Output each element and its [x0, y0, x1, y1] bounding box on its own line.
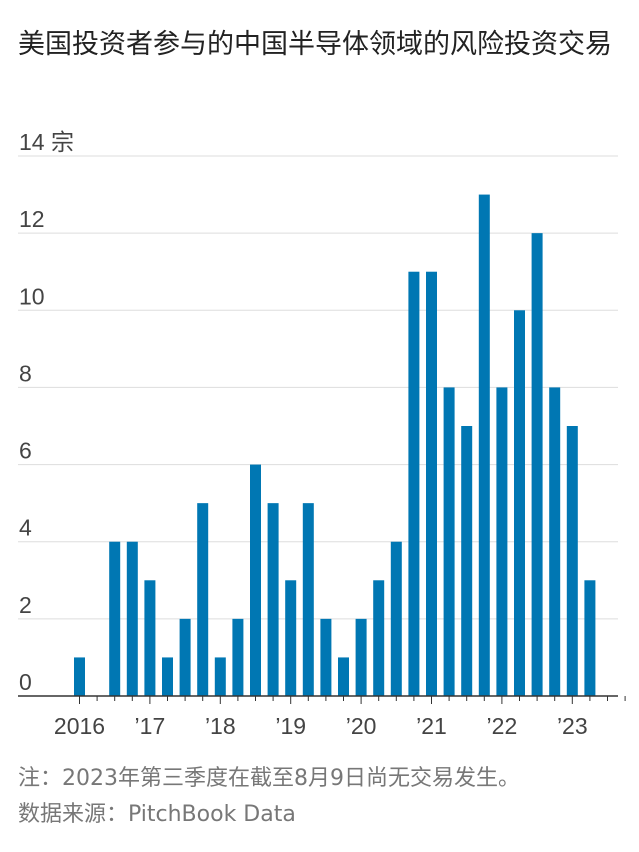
bar — [531, 233, 543, 696]
y-tick-label: 2 — [19, 592, 32, 618]
bar — [126, 541, 138, 696]
bar — [320, 618, 332, 696]
bar — [74, 657, 85, 696]
chart-title: 美国投资者参与的中国半导体领域的风险投资交易 — [18, 29, 612, 60]
y-tick-label: 4 — [19, 515, 32, 541]
bar — [514, 310, 525, 696]
x-tick-label: 2016 — [54, 713, 105, 739]
x-tick-label: ’18 — [205, 713, 236, 739]
bar — [232, 618, 244, 696]
x-tick-label: ’23 — [557, 713, 588, 739]
bar — [214, 657, 226, 696]
x-axis-labels: 2016 ’17 ’18 ’19 ’20 ’21 ’22 ’23 — [54, 713, 588, 739]
y-tick-label: 14 宗 — [19, 129, 74, 155]
source-note: 数据来源：PitchBook Data — [18, 802, 296, 827]
bar — [285, 580, 297, 696]
bar — [408, 271, 420, 696]
y-tick-label: 12 — [19, 206, 45, 232]
x-tick-label: ’19 — [275, 713, 306, 739]
x-tick-label: ’22 — [487, 713, 518, 739]
x-axis — [18, 695, 626, 704]
bar — [109, 541, 121, 696]
bar — [302, 503, 314, 696]
bar — [549, 387, 561, 696]
bar — [566, 426, 578, 696]
bar — [162, 657, 173, 696]
bar — [250, 464, 261, 696]
gridlines — [18, 155, 618, 620]
bar — [338, 657, 349, 696]
x-tick-label: ’17 — [135, 713, 166, 739]
bar — [496, 387, 508, 696]
y-tick-label: 0 — [19, 669, 32, 695]
bar — [267, 503, 279, 696]
bars — [74, 194, 596, 697]
bar — [373, 580, 385, 696]
x-tick-label: ’21 — [416, 713, 447, 739]
bar — [461, 426, 473, 696]
footnote: 注：2023年第三季度在截至8月9日尚无交易发生。 — [18, 766, 520, 791]
y-tick-label: 6 — [19, 438, 32, 464]
bar — [584, 580, 596, 696]
y-tick-label: 8 — [19, 360, 32, 386]
bar — [179, 618, 191, 696]
y-axis-labels: 0 2 4 6 8 10 12 14 宗 — [19, 129, 74, 695]
bar — [144, 580, 156, 696]
y-tick-label: 10 — [19, 283, 45, 309]
bar-chart: 0 2 4 6 8 10 12 14 宗 2016 ’17 ’18 ’19 ’20 ’21 ’22 ’23 — [18, 129, 626, 739]
bar — [426, 271, 437, 696]
bar — [478, 194, 490, 697]
bar — [355, 618, 367, 696]
bar — [443, 387, 455, 696]
x-tick-label: ’20 — [346, 713, 377, 739]
bar — [197, 503, 209, 696]
bar — [390, 541, 402, 696]
